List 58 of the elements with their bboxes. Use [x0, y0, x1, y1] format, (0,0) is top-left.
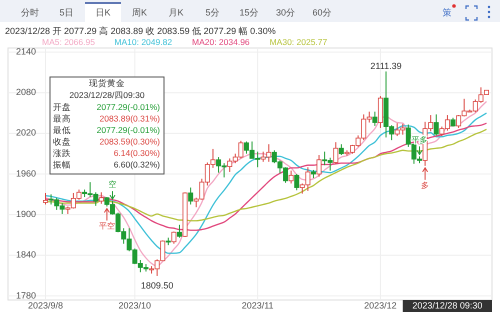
y-tick-label: 2020	[16, 128, 36, 138]
annotation: 最低	[53, 125, 71, 135]
annotation: 6.14(0.30%)	[114, 148, 160, 158]
y-tick-label: 1960	[16, 168, 36, 178]
candlestick	[316, 154, 322, 178]
x-tick-label: 2023/11	[242, 300, 274, 310]
x-tick-label: 2023/12	[364, 300, 397, 310]
text: 分时	[21, 7, 39, 18]
text: MA5: 2066.95	[42, 37, 96, 47]
annotation: 2077.29(-0.01%)	[96, 125, 160, 135]
y-tick-label: 2140	[16, 46, 36, 56]
annotation: 2077.29(-0.01%)	[96, 102, 160, 112]
text: 2023/12/28 09:30	[412, 300, 482, 310]
candlestick	[176, 224, 182, 238]
chart-title: 2023/12/28 开 2077.29 高 2083.89 收 2083.59 低 2077.29 幅 0.30%	[5, 26, 276, 36]
annotation: 1809.50	[140, 280, 174, 290]
text: 60分	[312, 7, 332, 18]
candlestick	[42, 192, 48, 205]
candlestick	[188, 187, 194, 205]
text: 2023/12/28/四09:30	[69, 90, 145, 100]
text: 策	[442, 7, 452, 18]
text: 月K	[168, 7, 184, 18]
annotation: 6.60(0.32%)	[114, 160, 160, 170]
annotation: 2083.59(0.30%)	[100, 136, 160, 146]
text: 30分	[276, 7, 296, 18]
text: 现货黄金	[89, 78, 125, 88]
x-tick-label: 2023/10	[118, 300, 152, 310]
candlestick	[372, 111, 378, 126]
y-tick-label: 1840	[16, 250, 36, 260]
annotation: 2083.89(0.31%)	[100, 114, 160, 124]
annotation: 空	[108, 180, 116, 190]
annotation: 开盘	[53, 102, 71, 112]
annotation: 收盘	[53, 136, 71, 146]
candlestick	[434, 114, 439, 136]
text: 周K	[132, 7, 148, 18]
annotation: 多	[421, 180, 430, 190]
candlestick	[288, 170, 294, 184]
text: MA30: 2025.77	[270, 37, 328, 47]
x-tick-label: 2023/9/8	[28, 300, 64, 310]
candlestick	[338, 144, 344, 156]
text: 5日	[59, 7, 74, 18]
y-tick-label: 1780	[16, 290, 36, 300]
annotation: 2111.39	[370, 60, 402, 71]
text: 5分	[205, 7, 220, 18]
text: 日K	[95, 7, 111, 18]
y-tick-label: 1900	[16, 209, 36, 220]
annotation: 平空	[98, 222, 115, 231]
text: MA20: 2034.96	[192, 37, 250, 47]
text: MA10: 2049.82	[114, 37, 172, 47]
annotation: 最高	[53, 114, 71, 124]
annotation: 涨跌	[53, 148, 71, 158]
candlestick	[294, 174, 300, 191]
annotation: 振幅	[53, 160, 71, 170]
y-tick-label: 2080	[16, 87, 36, 98]
candlestick	[333, 142, 338, 164]
candlestick	[171, 231, 176, 244]
text: 15分	[239, 7, 259, 18]
candlestick	[98, 192, 104, 204]
